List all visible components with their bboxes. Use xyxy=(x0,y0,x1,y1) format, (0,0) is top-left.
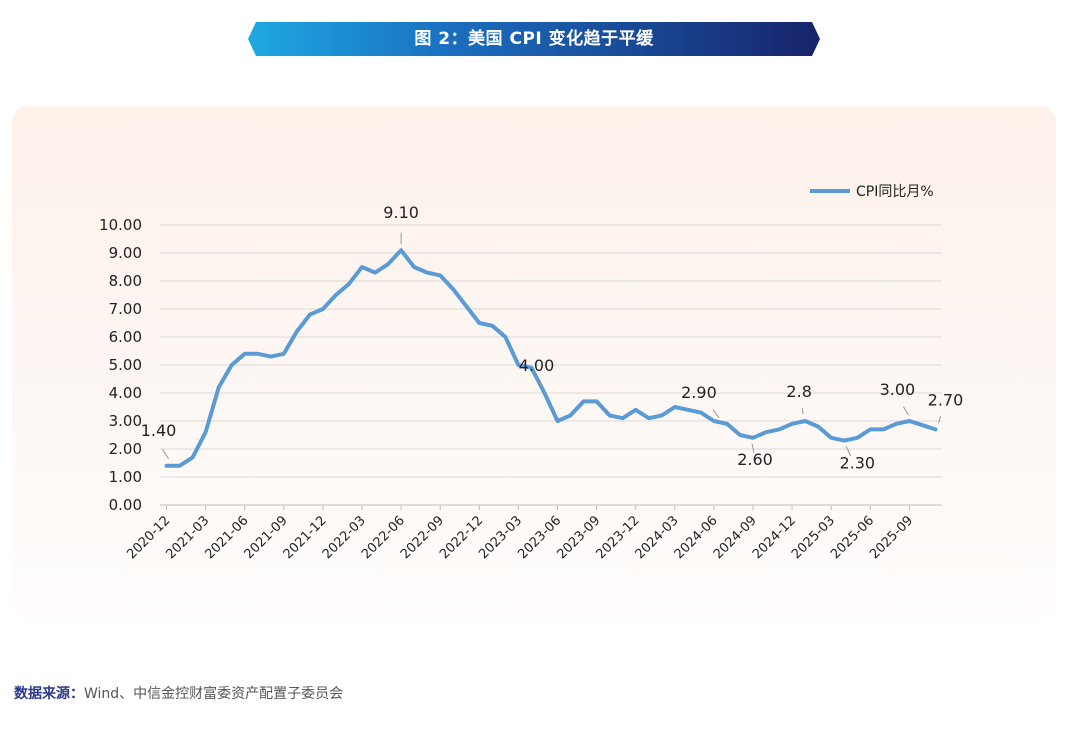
data-label: 2.30 xyxy=(839,454,875,473)
y-tick-label: 10.00 xyxy=(99,216,142,234)
legend-label: CPI同比月% xyxy=(856,184,934,200)
annotation-leader xyxy=(712,409,720,419)
banner-shape xyxy=(248,22,820,56)
annotation-leader xyxy=(902,406,909,416)
data-label: 9.10 xyxy=(383,203,419,222)
data-source: 数据来源：Wind、中信金控财富委资产配置子委员会 xyxy=(14,683,343,703)
data-source-label: 数据来源： xyxy=(14,686,84,702)
annotation-leader xyxy=(751,443,755,453)
cpi-line-chart: 0.00 1.00 2.00 3.00 4.00 5.00 6.00 7.00 8.00 9.00… xyxy=(99,184,964,562)
y-tick-label: 7.00 xyxy=(109,300,142,318)
figure-title-banner: 图 2：美国 CPI 变化趋于平缓 xyxy=(248,22,820,56)
chart-panel: 0.00 1.00 2.00 3.00 4.00 5.00 6.00 7.00 8.00 9.00… xyxy=(12,106,1056,618)
data-label: 2.90 xyxy=(681,383,717,402)
data-label: 1.40 xyxy=(141,421,177,440)
data-label: 2.8 xyxy=(786,382,811,401)
data-label: 2.60 xyxy=(737,450,773,469)
data-source-text: Wind、中信金控财富委资产配置子委员会 xyxy=(84,686,344,702)
y-tick-label: 4.00 xyxy=(109,384,142,402)
y-tick-label: 9.00 xyxy=(109,244,142,262)
y-tick-label: 6.00 xyxy=(109,328,142,346)
y-tick-label: 0.00 xyxy=(109,496,142,514)
cpi-series-line xyxy=(164,248,938,468)
annotation-leader xyxy=(938,416,941,424)
y-tick-label: 5.00 xyxy=(109,356,142,374)
annotation-leader xyxy=(801,407,804,415)
data-label: 3.00 xyxy=(880,380,916,399)
figure-title: 图 2：美国 CPI 变化趋于平缓 xyxy=(414,29,654,49)
annotation-leader xyxy=(162,449,169,460)
x-tick-label: 2025-09 xyxy=(867,513,916,562)
data-label: 4.00 xyxy=(519,356,555,375)
y-tick-label: 8.00 xyxy=(109,272,142,290)
annotation-leader xyxy=(845,446,852,457)
data-label: 2.70 xyxy=(928,390,964,409)
y-tick-label: 1.00 xyxy=(109,468,142,486)
y-tick-label: 2.00 xyxy=(109,440,142,458)
y-tick-label: 3.00 xyxy=(109,412,142,430)
